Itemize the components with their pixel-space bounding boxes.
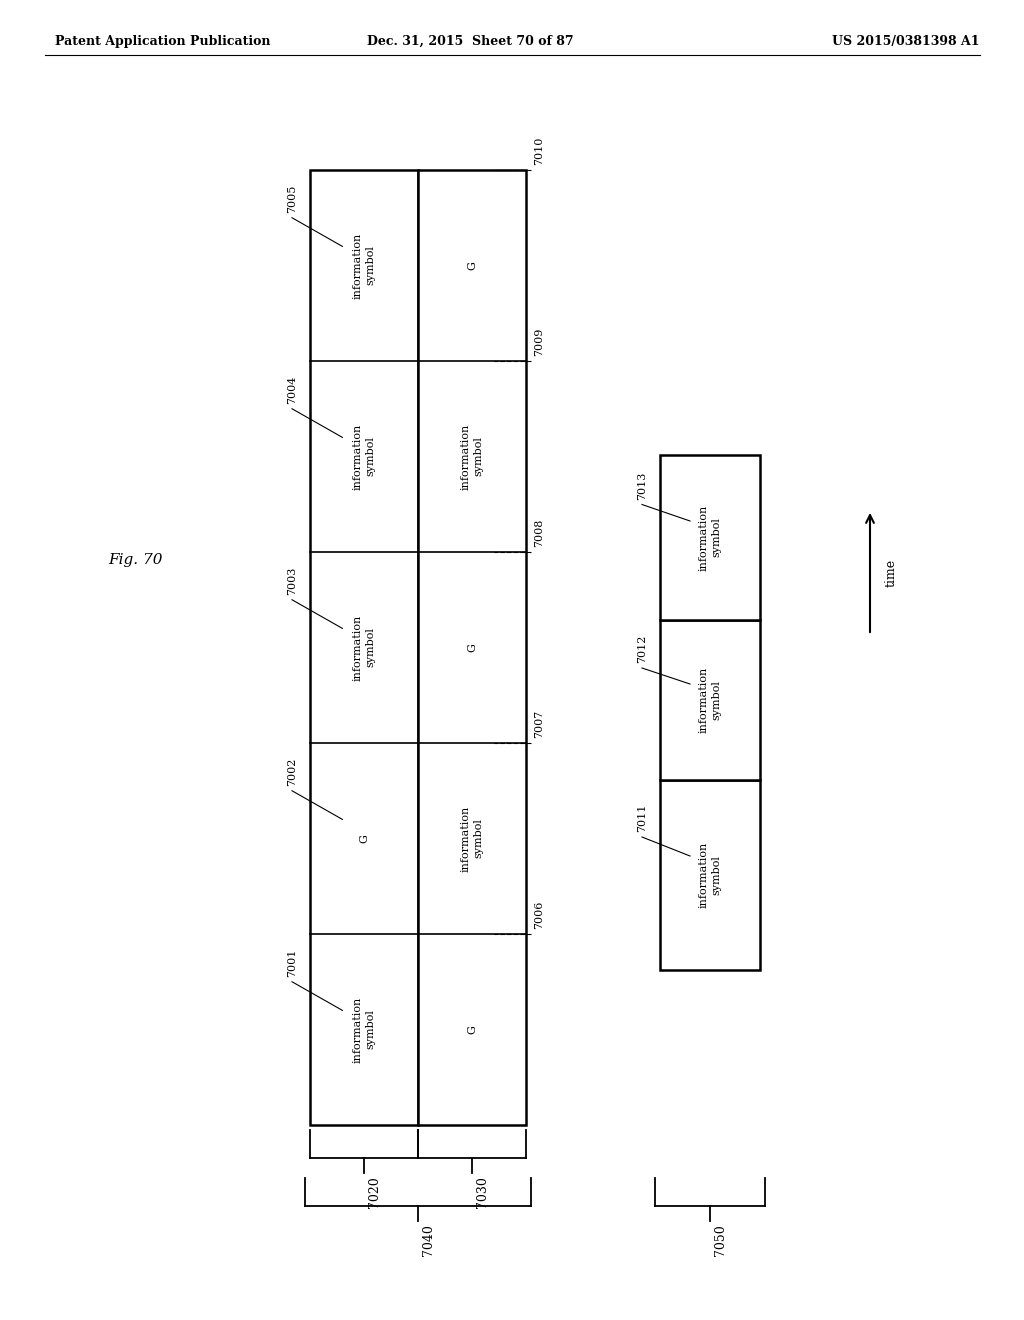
Text: US 2015/0381398 A1: US 2015/0381398 A1: [833, 36, 980, 48]
Text: information
symbol: information symbol: [352, 424, 376, 490]
Text: 7012: 7012: [637, 635, 647, 663]
Text: 7050: 7050: [714, 1225, 727, 1257]
Bar: [660, 620, 760, 780]
Text: 7004: 7004: [287, 375, 297, 404]
Text: information
symbol: information symbol: [698, 504, 722, 570]
Text: 7007: 7007: [534, 710, 544, 738]
Text: 7011: 7011: [637, 804, 647, 832]
Text: Fig. 70: Fig. 70: [108, 553, 163, 568]
Text: information
symbol: information symbol: [461, 424, 483, 490]
Text: information
symbol: information symbol: [352, 614, 376, 681]
Text: time: time: [885, 558, 898, 586]
Text: Dec. 31, 2015  Sheet 70 of 87: Dec. 31, 2015 Sheet 70 of 87: [367, 36, 573, 48]
Text: 7020: 7020: [368, 1176, 381, 1208]
Text: 7003: 7003: [287, 566, 297, 595]
Text: G: G: [467, 643, 477, 652]
Text: Patent Application Publication: Patent Application Publication: [55, 36, 270, 48]
Bar: [418, 170, 526, 1125]
Text: 7005: 7005: [287, 185, 297, 213]
Text: information
symbol: information symbol: [352, 232, 376, 298]
Text: 7008: 7008: [534, 519, 544, 546]
Text: 7001: 7001: [287, 948, 297, 977]
Text: G: G: [467, 1026, 477, 1034]
Text: 7040: 7040: [422, 1225, 435, 1257]
Text: information
symbol: information symbol: [698, 667, 722, 733]
Text: 7010: 7010: [534, 137, 544, 165]
Bar: [660, 780, 760, 970]
Bar: [310, 170, 418, 1125]
Bar: [660, 455, 760, 620]
Text: 7002: 7002: [287, 758, 297, 785]
Text: G: G: [359, 834, 369, 843]
Text: information
symbol: information symbol: [352, 997, 376, 1063]
Text: 7006: 7006: [534, 900, 544, 929]
Text: information
symbol: information symbol: [461, 805, 483, 871]
Text: G: G: [467, 261, 477, 269]
Text: 7009: 7009: [534, 327, 544, 356]
Text: 7013: 7013: [637, 471, 647, 499]
Text: 7030: 7030: [476, 1176, 489, 1208]
Text: information
symbol: information symbol: [698, 842, 722, 908]
